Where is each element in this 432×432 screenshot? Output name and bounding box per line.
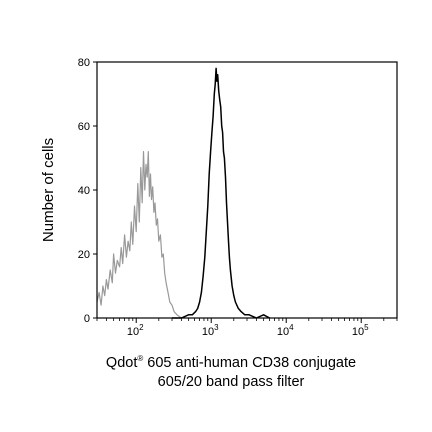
- axis-layer: 0 20 40 60 80 102 103 104 105: [78, 57, 398, 338]
- x-axis-label-line1: Qdot® 605 anti-human CD38 conjugate: [106, 354, 356, 371]
- series-line-1: [172, 67, 270, 319]
- x-tick-label: 105: [352, 323, 369, 338]
- x-tick-label: 103: [202, 323, 219, 338]
- y-tick-label: 40: [78, 185, 90, 197]
- y-tick-label: 60: [78, 121, 90, 133]
- x-axis-label-brand: Qdot: [106, 355, 137, 371]
- plot-layer: [96, 67, 270, 319]
- y-tick-label: 0: [84, 313, 90, 325]
- x-axis-label-line2: 605/20 band pass filter: [158, 374, 305, 390]
- y-axis-label: Number of cells: [40, 138, 57, 242]
- x-axis-label-rest: 605 anti-human CD38 conjugate: [143, 355, 356, 371]
- x-tick-label: 104: [277, 323, 294, 338]
- x-tick-label: 102: [127, 323, 144, 338]
- y-tick-label: 80: [78, 57, 90, 69]
- registered-mark: ®: [137, 354, 143, 363]
- y-tick-label: 20: [78, 249, 90, 261]
- series-line-0: [96, 151, 182, 319]
